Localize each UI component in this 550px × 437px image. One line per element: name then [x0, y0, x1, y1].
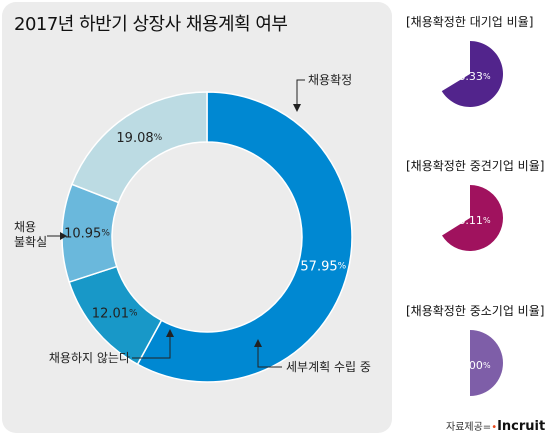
mini-pie-value-label: 66.33% [451, 70, 491, 83]
source-credit: 자료제공=•Incruit [446, 418, 545, 434]
credit-prefix: 자료제공= [446, 422, 492, 433]
mini-pie-value-label: 66.11% [451, 214, 491, 227]
arrowhead-no-hiring [166, 329, 174, 337]
mini-chart-title-small: [채용확정한 중소기업 비율] [406, 304, 545, 318]
mini-chart-title-large: [채용확정한 대기업 비율] [406, 15, 534, 29]
mini-pie-slice [470, 330, 503, 396]
value-label-uncertain: 19.08% [116, 130, 162, 145]
incruit-logo-dot-icon: • [491, 422, 498, 433]
callout-label-confirmed: 채용확정 [308, 73, 352, 87]
callout-arrow-confirmed [296, 79, 305, 106]
callout-label-planning: 세부계획 수립 중 [286, 360, 371, 374]
mini-pie-value-label: 50.00% [451, 359, 491, 372]
donut-slice-confirmed [136, 91, 353, 383]
mini-pie-small: 50.00% [451, 330, 503, 396]
chart-title: 2017년 하반기 상장사 채용계획 여부 [14, 14, 288, 35]
donut-value-labels: 57.95% 12.01% 10.95% 19.08% [64, 130, 347, 321]
callout-label-uncertain-1: 채용 [14, 220, 36, 234]
mini-chart-title-mid: [채용확정한 중견기업 비율] [406, 159, 545, 173]
callout-label-uncertain-2: 불확실 [14, 235, 47, 249]
arrowhead-confirmed [293, 104, 301, 112]
donut-slice-uncertain [70, 91, 208, 204]
callout-labels: 채용확정 세부계획 수립 중 채용하지 않는다 채용 불확실 [14, 73, 371, 374]
callout-arrow-no-hiring [132, 335, 171, 359]
donut-slices [61, 91, 353, 383]
arrowhead-uncertain [60, 232, 67, 240]
callout-arrowheads [60, 104, 301, 347]
incruit-logo: Incruit [497, 419, 546, 434]
mini-pie-mid: 66.11% [442, 185, 503, 251]
value-label-confirmed: 57.95% [300, 259, 346, 274]
mini-pie-large: 66.33% [441, 41, 503, 107]
callout-arrows [47, 79, 305, 368]
arrowhead-planning [254, 339, 262, 347]
callout-arrow-planning [257, 345, 282, 368]
value-label-no-hiring: 10.95% [64, 226, 110, 241]
value-label-planning: 12.01% [92, 306, 138, 321]
mini-pie-slice [441, 41, 503, 107]
callout-label-no-hiring: 채용하지 않는다 [49, 351, 130, 365]
mini-pie-slice [442, 185, 503, 251]
donut-chart: 57.95% 12.01% 10.95% 19.08% 채용확정 세부계획 수립 중 … [14, 73, 371, 383]
